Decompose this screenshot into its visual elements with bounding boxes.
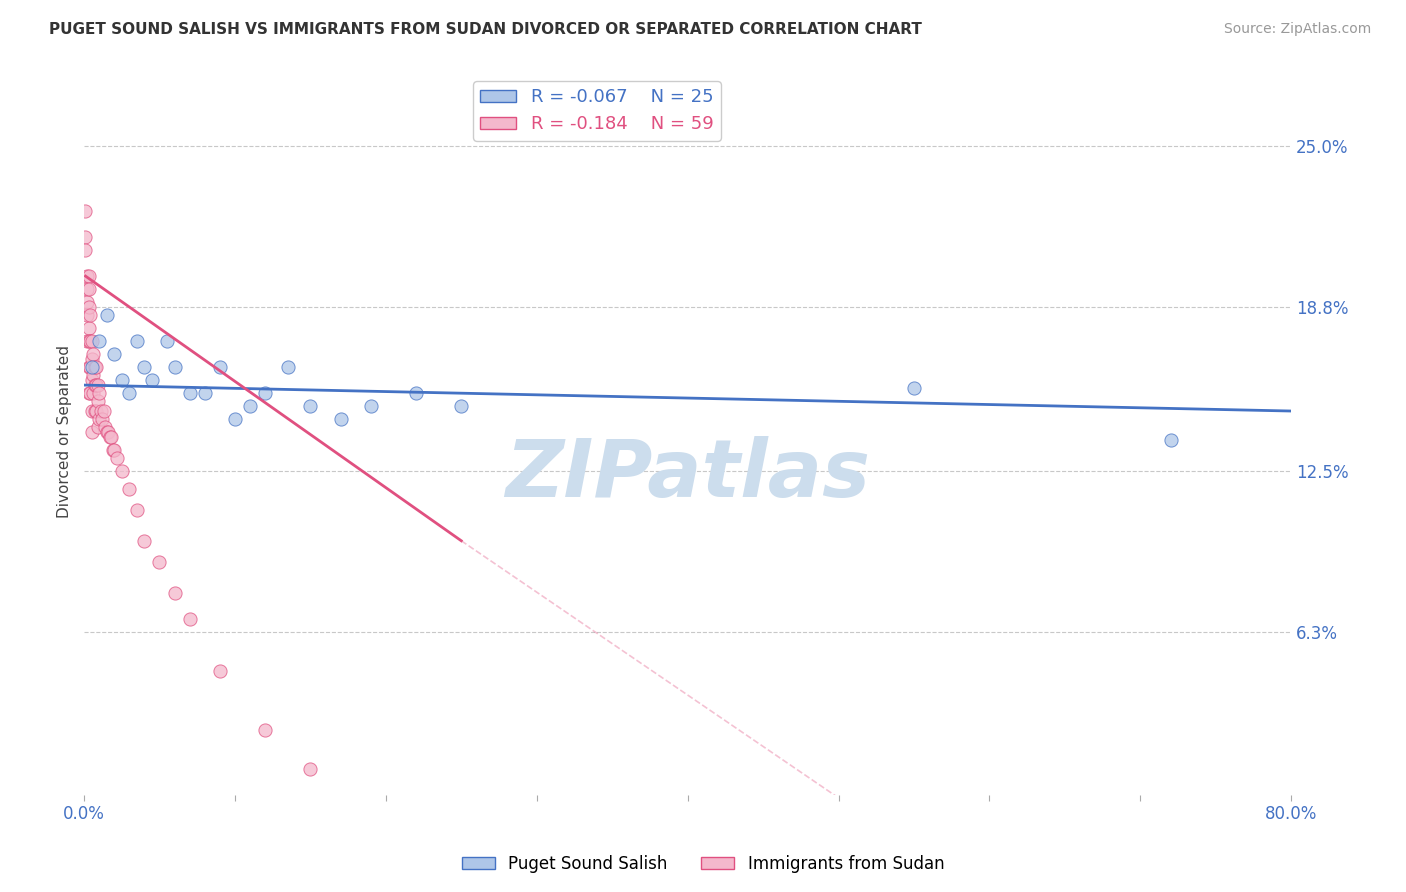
Point xyxy=(76,269,98,284)
Point xyxy=(87,334,110,348)
Point xyxy=(156,334,179,348)
Legend: R = -0.067    N = 25, R = -0.184    N = 59: R = -0.067 N = 25, R = -0.184 N = 59 xyxy=(474,81,721,141)
Point xyxy=(254,385,277,400)
Point xyxy=(80,334,103,348)
Point xyxy=(224,412,246,426)
Point xyxy=(101,442,124,457)
Point xyxy=(87,385,110,400)
Point xyxy=(80,404,103,418)
Text: ZIPatlas: ZIPatlas xyxy=(505,436,870,515)
Point xyxy=(82,368,104,382)
Point xyxy=(86,378,108,392)
Point xyxy=(79,308,101,322)
Point xyxy=(82,385,104,400)
Point xyxy=(76,334,98,348)
Point xyxy=(148,555,170,569)
Point xyxy=(208,359,231,374)
Point xyxy=(84,404,107,418)
Point xyxy=(87,412,110,426)
Point xyxy=(96,425,118,439)
Point xyxy=(125,334,148,348)
Point xyxy=(77,359,100,374)
Legend: Puget Sound Salish, Immigrants from Sudan: Puget Sound Salish, Immigrants from Suda… xyxy=(456,848,950,880)
Point xyxy=(80,359,103,374)
Point xyxy=(100,430,122,444)
Point xyxy=(103,442,125,457)
Point xyxy=(141,373,163,387)
Point xyxy=(82,347,104,361)
Point xyxy=(163,585,186,599)
Point xyxy=(83,359,105,374)
Point xyxy=(80,352,103,367)
Point xyxy=(79,385,101,400)
Point xyxy=(94,419,117,434)
Point xyxy=(254,723,277,738)
Point xyxy=(111,464,134,478)
Point xyxy=(86,419,108,434)
Point xyxy=(76,295,98,310)
Point xyxy=(360,399,382,413)
Point xyxy=(90,404,112,418)
Point xyxy=(77,269,100,284)
Point xyxy=(208,664,231,678)
Point xyxy=(277,359,299,374)
Point xyxy=(179,385,201,400)
Point xyxy=(118,482,141,496)
Point xyxy=(179,612,201,626)
Point xyxy=(299,762,322,776)
Point xyxy=(329,412,352,426)
Point xyxy=(1160,433,1182,447)
Point xyxy=(83,404,105,418)
Point xyxy=(125,502,148,516)
Point xyxy=(163,359,186,374)
Point xyxy=(98,430,121,444)
Point xyxy=(80,373,103,387)
Point xyxy=(84,359,107,374)
Point xyxy=(105,450,128,465)
Point xyxy=(91,412,114,426)
Text: Source: ZipAtlas.com: Source: ZipAtlas.com xyxy=(1223,22,1371,37)
Point xyxy=(79,334,101,348)
Point xyxy=(134,359,156,374)
Point xyxy=(118,385,141,400)
Point xyxy=(76,308,98,322)
Point xyxy=(903,381,925,395)
Point xyxy=(405,385,427,400)
Point xyxy=(239,399,262,413)
Point xyxy=(97,425,120,439)
Point xyxy=(96,308,118,322)
Point xyxy=(111,373,134,387)
Point xyxy=(450,399,472,413)
Point xyxy=(86,393,108,408)
Point xyxy=(80,425,103,439)
Point xyxy=(79,359,101,374)
Point xyxy=(75,230,97,244)
Point xyxy=(83,378,105,392)
Point xyxy=(194,385,217,400)
Point xyxy=(76,282,98,296)
Point xyxy=(77,334,100,348)
Point xyxy=(77,282,100,296)
Point xyxy=(103,347,125,361)
Point xyxy=(299,399,322,413)
Point xyxy=(77,321,100,335)
Point xyxy=(84,378,107,392)
Point xyxy=(77,300,100,314)
Point xyxy=(77,385,100,400)
Point xyxy=(75,204,97,219)
Y-axis label: Divorced or Separated: Divorced or Separated xyxy=(58,345,72,518)
Text: PUGET SOUND SALISH VS IMMIGRANTS FROM SUDAN DIVORCED OR SEPARATED CORRELATION CH: PUGET SOUND SALISH VS IMMIGRANTS FROM SU… xyxy=(49,22,922,37)
Point xyxy=(134,533,156,548)
Point xyxy=(75,243,97,257)
Point xyxy=(93,404,115,418)
